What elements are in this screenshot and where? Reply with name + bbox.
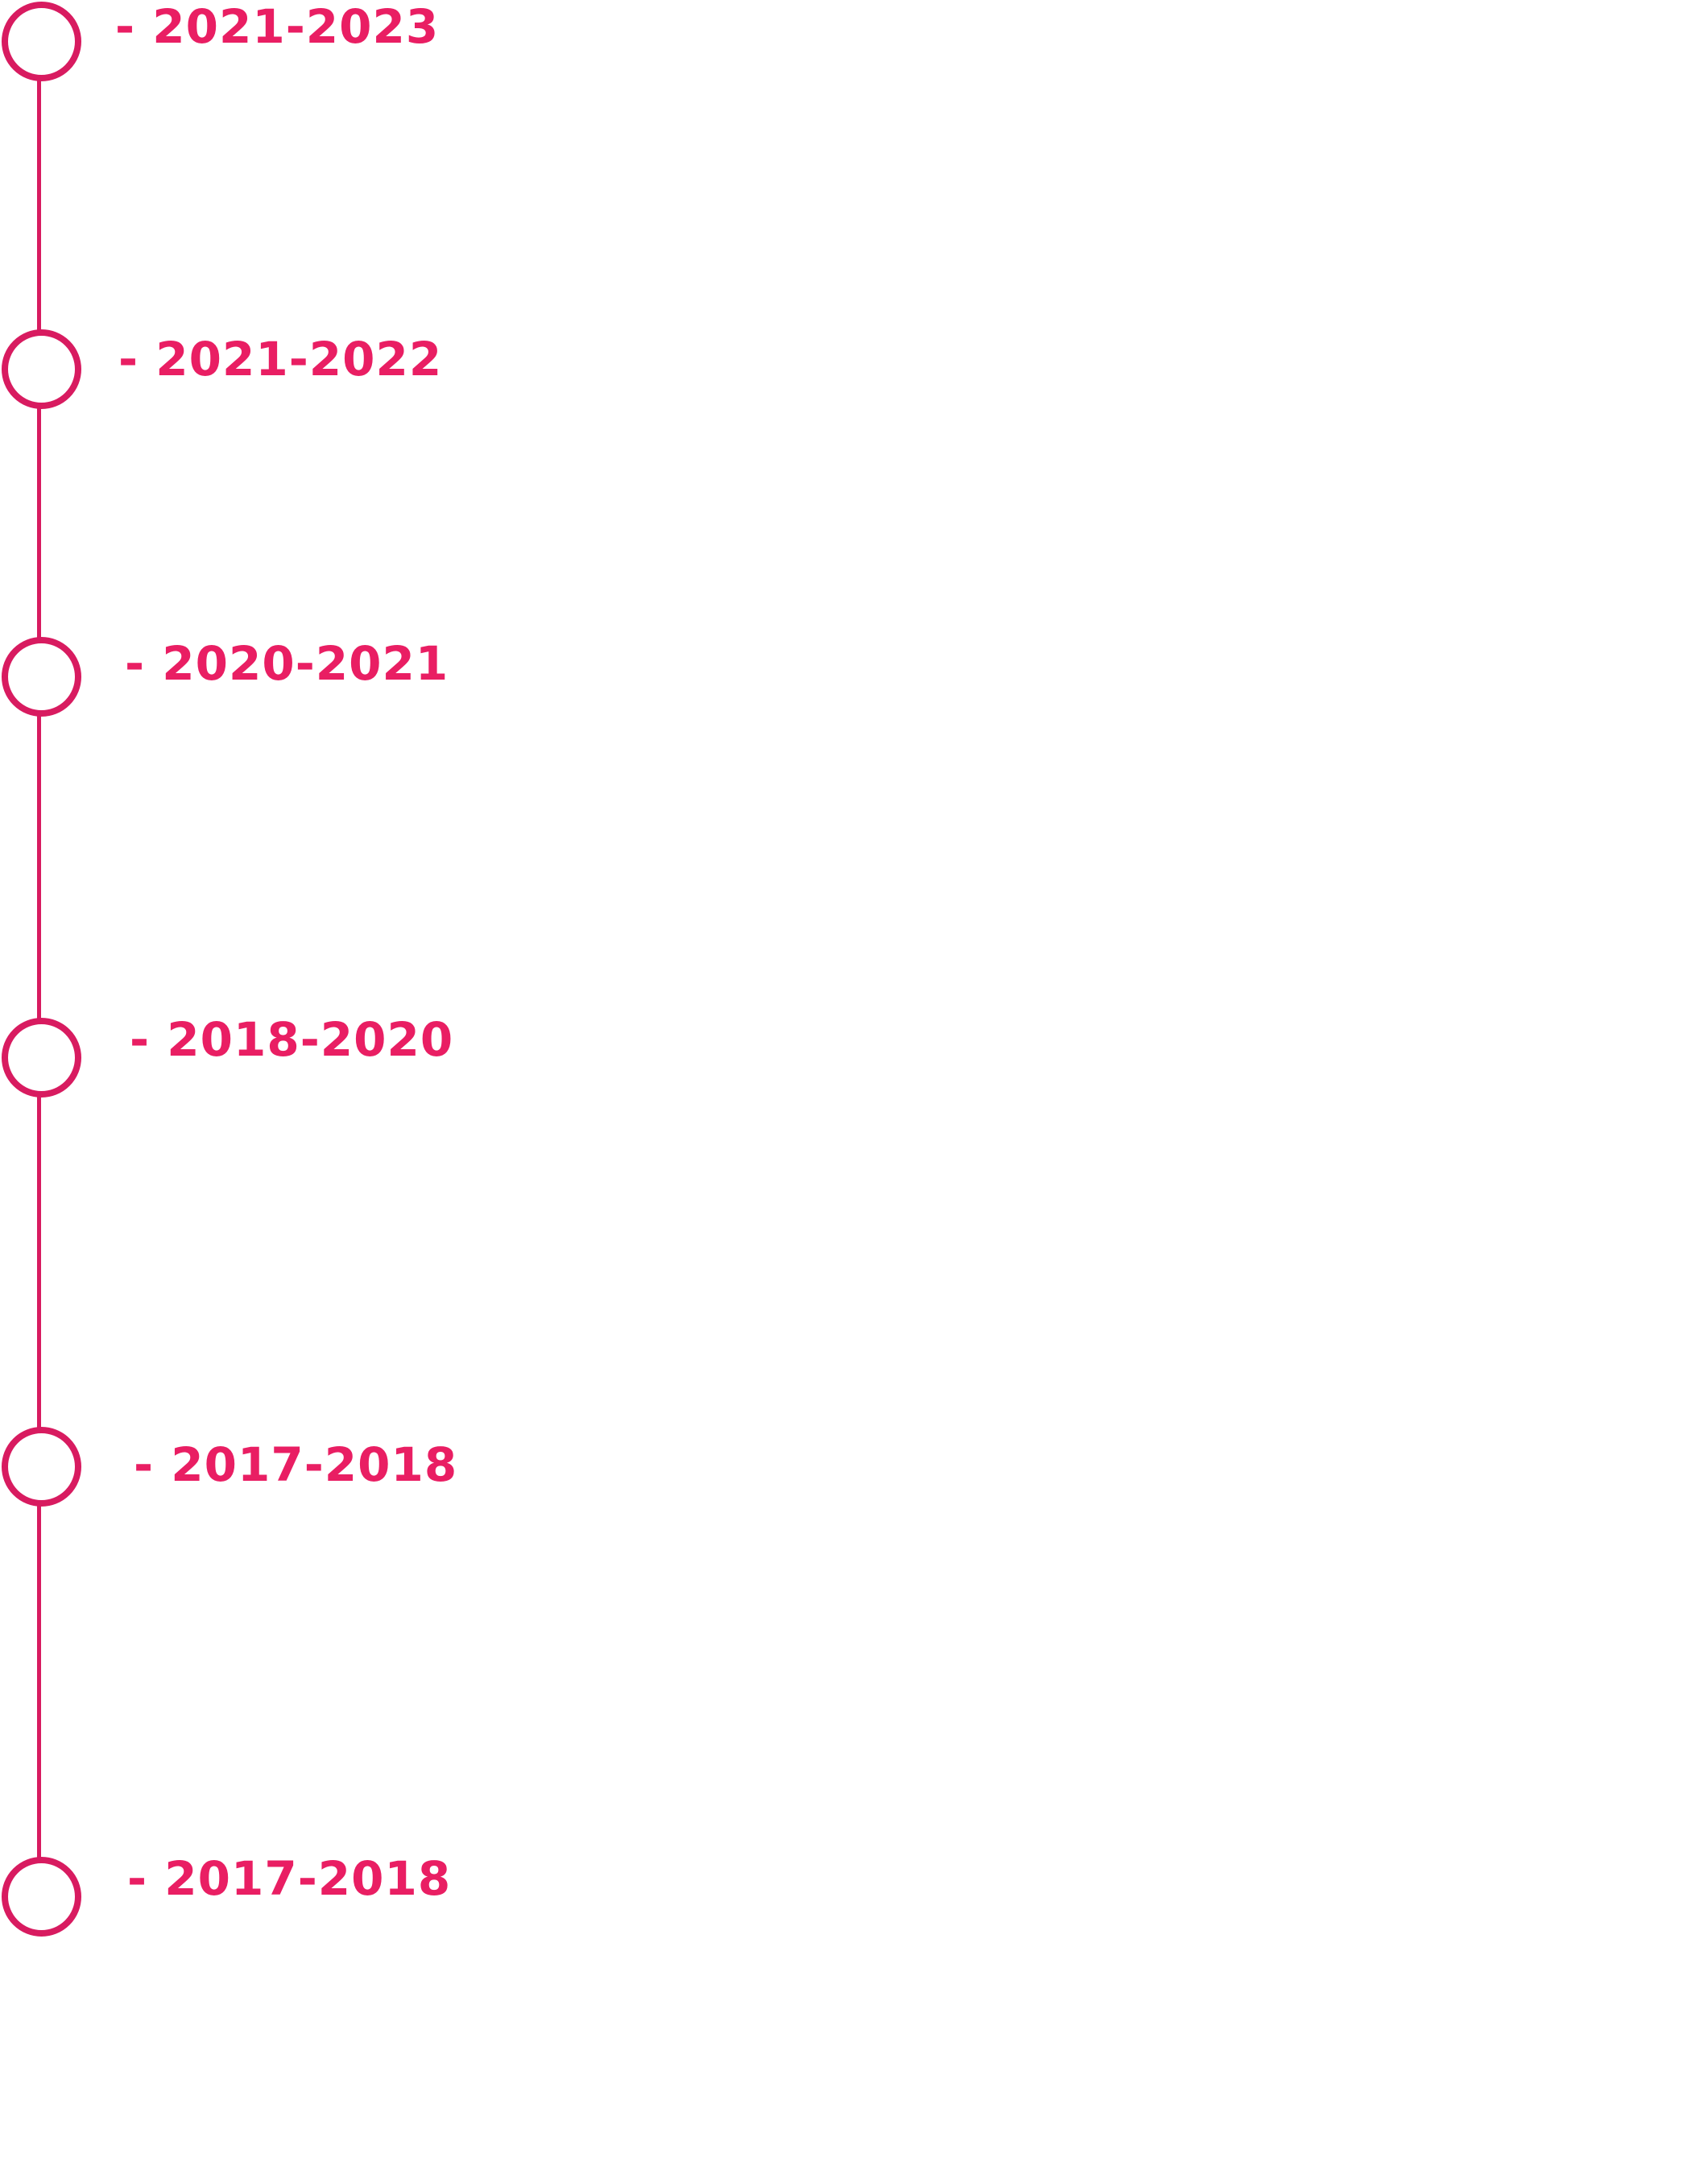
timeline-node: - 2021-2022 bbox=[0, 328, 1708, 409]
circle-icon bbox=[2, 2, 81, 81]
timeline-node: - 2018-2020 bbox=[0, 1012, 1708, 1098]
circle-icon bbox=[2, 1857, 81, 1937]
timeline-node: - 2020-2021 bbox=[0, 635, 1708, 717]
circle-icon bbox=[2, 329, 81, 409]
circle-icon bbox=[2, 1018, 81, 1098]
timeline-node: - 2021-2023 bbox=[0, 0, 1708, 81]
timeline-date-label: - 2017-2018 bbox=[127, 1851, 452, 1906]
circle-icon bbox=[2, 637, 81, 717]
timeline-line bbox=[37, 40, 41, 1908]
timeline-date-label: - 2020-2021 bbox=[125, 636, 449, 691]
circle-icon bbox=[2, 1427, 81, 1507]
timeline-node: - 2017-2018 bbox=[0, 1425, 1708, 1507]
timeline-date-label: - 2021-2022 bbox=[118, 332, 443, 387]
timeline-date-label: - 2018-2020 bbox=[130, 1012, 454, 1067]
timeline-node: - 2017-2018 bbox=[0, 1851, 1708, 1937]
timeline-date-label: - 2017-2018 bbox=[134, 1437, 458, 1492]
timeline-date-label: - 2021-2023 bbox=[115, 0, 440, 54]
